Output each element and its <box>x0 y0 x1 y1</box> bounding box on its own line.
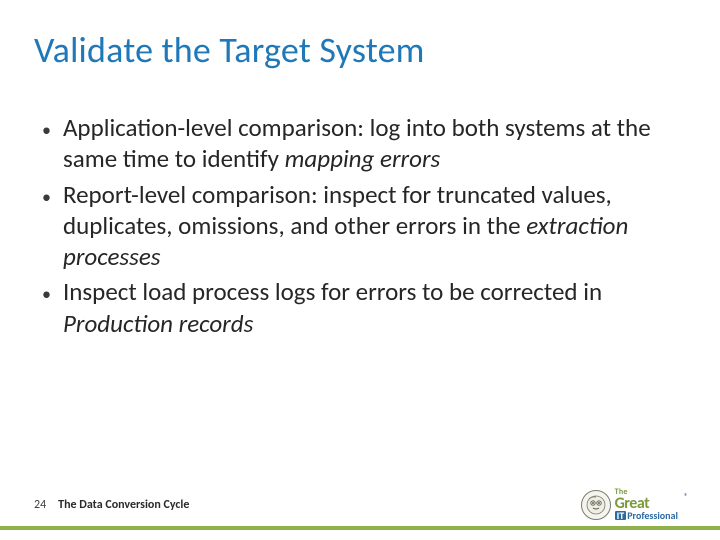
bullet-text: Application-level comparison: log into b… <box>63 112 686 175</box>
list-item: • Inspect load process logs for errors t… <box>42 276 686 339</box>
slide-title: Validate the Target System <box>34 28 686 72</box>
bullet-dot-icon: • <box>42 283 51 306</box>
bullet-text: Inspect load process logs for errors to … <box>63 276 686 339</box>
page-number: 24 <box>34 498 46 512</box>
logo-it: IT <box>615 511 627 520</box>
slide: Validate the Target System • Application… <box>0 0 720 540</box>
footer-section-title: The Data Conversion Cycle <box>58 498 189 512</box>
bullet-list: • Application-level comparison: log into… <box>34 112 686 339</box>
footer: 24 The Data Conversion Cycle <box>34 498 189 512</box>
logo-professional: Professional <box>627 511 678 520</box>
accent-bar <box>0 526 720 530</box>
bullet-text: Report-level comparison: inspect for tru… <box>63 179 686 273</box>
bullet-lead: Inspect load process logs for errors to … <box>63 276 602 307</box>
logo-text: The Great IT Professional <box>615 489 678 520</box>
bullet-italic: mapping errors <box>285 143 441 174</box>
trademark-icon: ® <box>684 492 688 502</box>
list-item: • Report-level comparison: inspect for t… <box>42 179 686 273</box>
mascot-icon <box>581 490 611 520</box>
brand-logo: The Great IT Professional ® <box>581 489 686 520</box>
bullet-italic: Production records <box>63 308 253 339</box>
logo-itpro: IT Professional <box>615 511 678 520</box>
list-item: • Application-level comparison: log into… <box>42 112 686 175</box>
bullet-dot-icon: • <box>42 186 51 209</box>
face-icon <box>585 494 607 516</box>
bullet-dot-icon: • <box>42 119 51 142</box>
